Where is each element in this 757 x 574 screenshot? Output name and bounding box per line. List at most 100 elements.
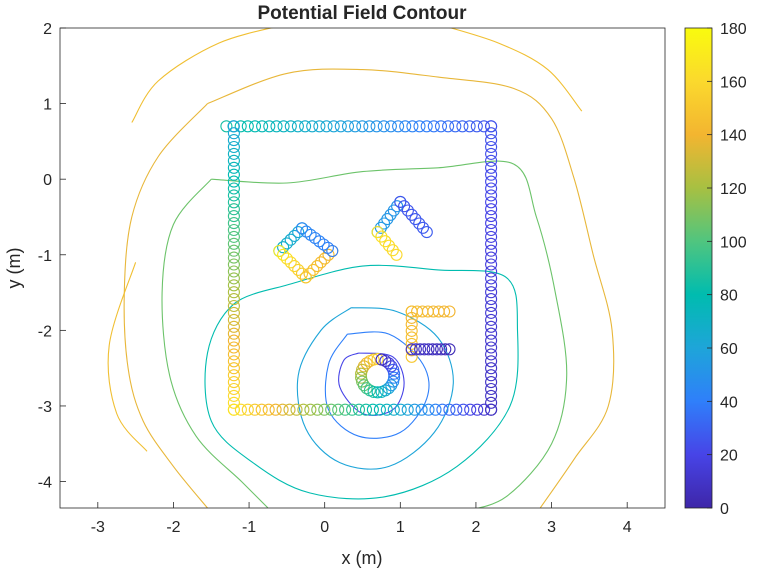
marker-outer-right [485,272,498,285]
marker-outer-top [248,120,262,133]
marker-outer-left [227,244,240,257]
marker-outer-right [485,362,498,375]
marker-outer-left [227,382,240,396]
marker-outer-right [485,306,498,319]
marker-outer-right [485,189,498,202]
marker-outer-right [485,203,498,216]
marker-outer-left [227,369,240,382]
marker-outer-right [485,286,498,299]
marker-outer-right [485,348,498,361]
marker-outer-bottom [346,403,359,416]
marker-outer-right [485,217,498,230]
marker-outer-left [227,306,240,319]
marker-outer-left [227,196,240,209]
marker-outer-left [227,217,240,230]
contour-lines [107,28,615,508]
axes-box [59,27,666,509]
marker-outer-top [434,120,448,133]
marker-outer-top [349,120,362,133]
marker-outer-left [227,327,240,340]
y-tick-label: 0 [43,172,52,189]
marker-obstacle-b-2 [401,204,414,217]
marker-outer-top [341,120,355,133]
marker-outer-right [485,120,498,133]
marker-outer-bottom [311,403,324,416]
marker-outer-left [227,279,240,292]
y-tick-label: 2 [43,21,52,38]
marker-outer-right [485,223,498,237]
marker-outer-right [485,293,498,306]
marker-obstacle-b-3 [375,230,388,243]
marker-obstacle-a-1 [292,226,305,239]
marker-outer-left [227,389,240,402]
marker-outer-left [227,237,240,250]
marker-outer-bottom [318,403,331,416]
marker-outer-left [227,258,240,271]
marker-outer-bottom [471,403,484,416]
colorbar-tick-label: 60 [720,341,738,358]
marker-obstacle-a-3 [311,260,324,273]
marker-outer-bottom [373,403,386,416]
marker-outer-left [227,341,240,354]
marker-obstacle-a-3 [299,271,312,284]
marker-obstacle-a-4 [313,235,326,248]
marker-outer-left [227,230,240,243]
marker-inner-ring [371,353,384,366]
marker-outer-bottom [241,403,254,416]
marker-outer-top [377,120,390,133]
marker-obstacle-b-2 [413,217,426,230]
marker-obstacle-b-3 [386,244,399,257]
marker-obstacle-c-3 [414,343,427,356]
contour-line-120-4 [211,160,568,508]
marker-obstacle-a-1 [280,237,293,250]
marker-obstacle-b-1 [374,221,387,234]
colorbar-tick-label: 100 [720,234,747,251]
x-tick-label: -3 [91,519,105,536]
marker-outer-left [227,272,240,285]
marker-outer-bottom [276,403,289,416]
contour-line-120-5 [161,178,269,508]
marker-outer-bottom [450,403,463,416]
marker-outer-left [227,396,240,409]
marker-outer-bottom [366,403,379,416]
marker-obstacle-c-3 [405,343,418,356]
marker-obstacle-a-3 [314,256,327,269]
marker-outer-right [485,327,498,340]
marker-outer-left [227,175,240,188]
marker-outer-left [227,127,240,140]
marker-obstacle-a-2 [277,248,290,261]
marker-obstacle-c-3 [430,343,443,356]
marker-outer-right [485,210,498,223]
y-tick-label: -4 [38,475,52,492]
marker-outer-top [234,120,247,133]
marker-outer-left [227,376,240,389]
marker-outer-bottom [262,403,275,416]
marker-outer-right [485,299,498,313]
marker-obstacle-b-3 [371,226,384,239]
marker-outer-bottom [297,403,310,416]
marker-outer-top [477,120,490,133]
marker-obstacle-c-3 [435,343,448,356]
marker-outer-right [485,134,498,147]
marker-outer-top [370,120,383,133]
scatter-markers [220,120,498,416]
marker-outer-bottom [422,403,435,416]
y-tick-label: 1 [43,97,52,114]
marker-outer-top [399,120,412,133]
marker-outer-top [327,120,340,133]
x-tick-label: 0 [320,519,329,536]
marker-outer-left [227,134,240,147]
x-tick-label: 2 [471,519,480,536]
marker-outer-right [485,237,498,250]
colorbar-tick-label: 40 [720,394,738,411]
marker-obstacle-a-2 [284,256,297,269]
contour-line-145-6 [207,68,615,508]
marker-outer-bottom [415,403,428,416]
marker-obstacle-a-2 [288,260,301,273]
marker-outer-bottom [283,403,296,416]
marker-outer-top [463,120,476,133]
marker-outer-top [270,120,283,133]
marker-outer-bottom [478,403,491,416]
marker-outer-right [485,396,498,409]
